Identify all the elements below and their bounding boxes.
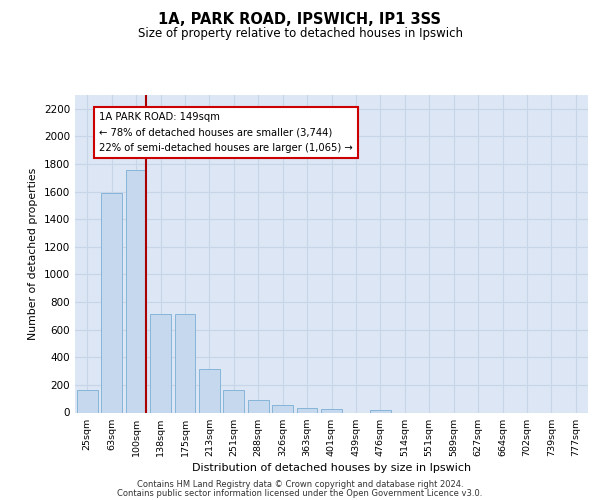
Bar: [150, 314, 171, 412]
Bar: [175, 314, 196, 412]
Y-axis label: Number of detached properties: Number of detached properties: [28, 168, 38, 340]
Text: Contains HM Land Registry data © Crown copyright and database right 2024.: Contains HM Land Registry data © Crown c…: [137, 480, 463, 489]
X-axis label: Distribution of detached houses by size in Ipswich: Distribution of detached houses by size …: [192, 463, 471, 473]
Text: Size of property relative to detached houses in Ipswich: Size of property relative to detached ho…: [137, 26, 463, 40]
Bar: [296, 408, 317, 412]
Text: 1A, PARK ROAD, IPSWICH, IP1 3SS: 1A, PARK ROAD, IPSWICH, IP1 3SS: [158, 12, 442, 28]
Bar: [77, 390, 98, 412]
Bar: [223, 390, 244, 412]
Bar: [272, 405, 293, 412]
Bar: [248, 400, 269, 412]
Bar: [199, 369, 220, 412]
Bar: [101, 193, 122, 412]
Text: Contains public sector information licensed under the Open Government Licence v3: Contains public sector information licen…: [118, 488, 482, 498]
Text: 1A PARK ROAD: 149sqm
← 78% of detached houses are smaller (3,744)
22% of semi-de: 1A PARK ROAD: 149sqm ← 78% of detached h…: [100, 112, 353, 153]
Bar: [321, 409, 342, 412]
Bar: [125, 170, 146, 412]
Bar: [370, 410, 391, 412]
